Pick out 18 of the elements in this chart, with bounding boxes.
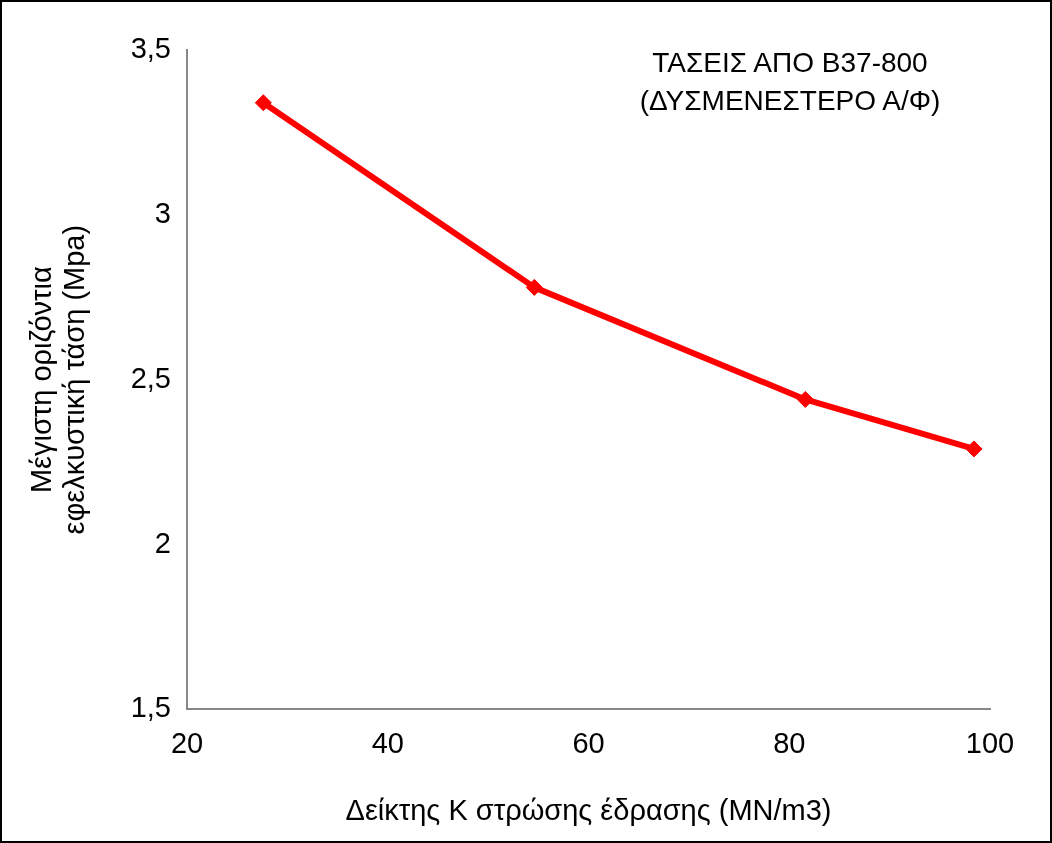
y-tick-label: 2 — [154, 526, 172, 559]
annotation: ΤΑΣΕΙΣ ΑΠΟ Β37-800 — [652, 46, 928, 78]
x-tick-label: 80 — [773, 726, 806, 759]
x-axis-title: Δείκτης Κ στρώσης έδρασης (MN/m3) — [345, 793, 832, 826]
point — [525, 278, 543, 296]
y-tick-label: 3 — [154, 196, 172, 229]
y-tick-label: 2,5 — [130, 361, 172, 394]
point — [796, 390, 814, 408]
annotation: (ΔΥΣΜΕΝΕΣΤΕΡΟ Α/Φ) — [639, 84, 941, 116]
y-tick-label: 3,5 — [130, 32, 172, 64]
x-tick-label: 60 — [572, 726, 605, 759]
x-tick-label: 20 — [170, 726, 204, 759]
y-axis-title: Μέγιστη οριζόντια εφελκυστική τάση (Mpa) — [24, 224, 91, 535]
y-tick-label: 1,5 — [130, 691, 172, 724]
point — [965, 440, 983, 458]
x-tick-label: 40 — [371, 726, 404, 759]
point — [254, 94, 272, 112]
x-tick-label: 100 — [965, 726, 1015, 759]
